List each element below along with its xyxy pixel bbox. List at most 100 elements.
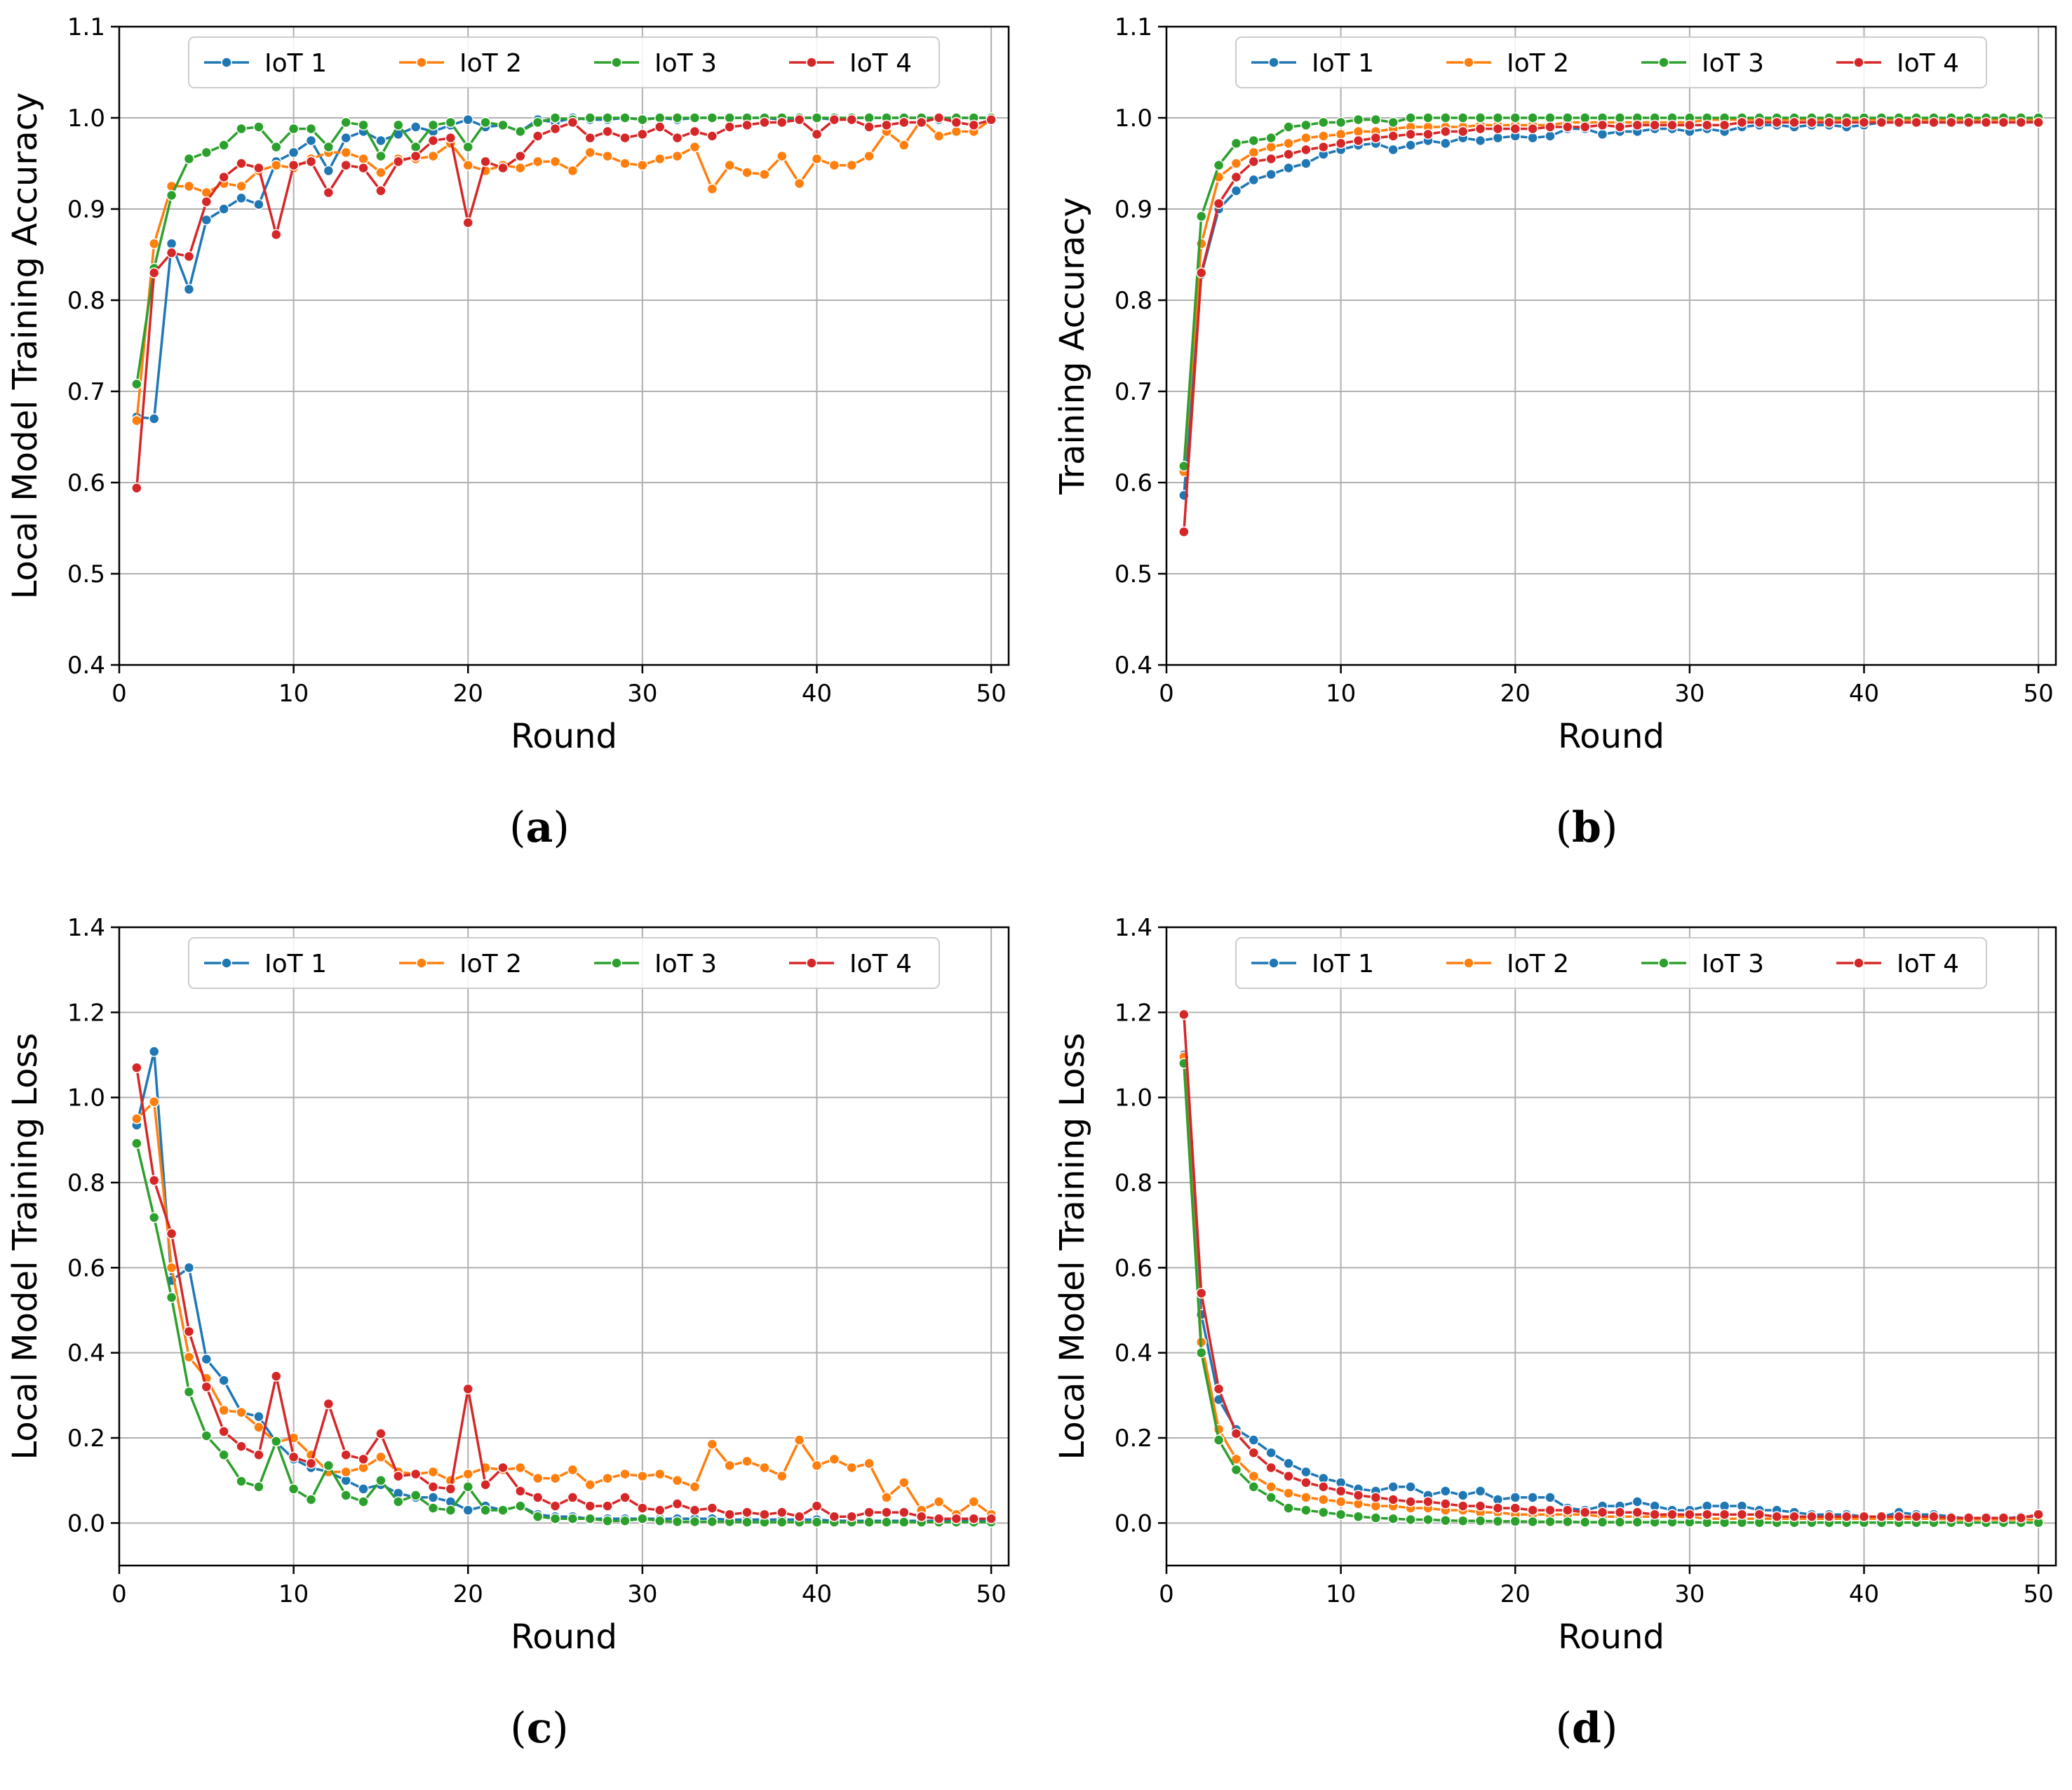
chart-b-series-4-point-17 (1457, 126, 1469, 137)
chart-a-series-3-point-13 (340, 116, 351, 128)
chart-b-series-3-point-11 (1352, 114, 1364, 126)
chart-a-series-3-point-32 (671, 112, 683, 123)
chart-a-series-3-point-29 (619, 112, 631, 123)
chart-b-series-3-point-17 (1457, 112, 1469, 123)
chart-a-series-3-point-21 (480, 116, 491, 128)
chart-a-series-4-point-17 (410, 150, 422, 162)
chart-d-series-1-point-16 (1440, 1486, 1451, 1497)
chart-d-series-2-point-7 (1283, 1488, 1294, 1499)
chart-a-series-2-point-31 (654, 153, 666, 165)
chart-a-series-4-point-33 (689, 126, 701, 137)
chart-b-series-4-point-45 (1946, 116, 1957, 128)
chart-d-series-3-point-23 (1562, 1516, 1573, 1528)
chart-b-series-3-point-8 (1300, 119, 1312, 131)
chart-a-series-4-point-21 (480, 156, 491, 168)
chart-d-ytick-label-7: 1.4 (1115, 914, 1152, 942)
chart-d-series-4-point-50 (2033, 1509, 2044, 1520)
chart-b-series-4-point-40 (1858, 116, 1870, 128)
chart-b-series-3-point-20 (1509, 112, 1521, 123)
chart-b-series-4-point-26 (1614, 121, 1626, 133)
chart-d-series-4-point-31 (1701, 1509, 1713, 1520)
chart-c-xtick-label-2: 20 (453, 1580, 483, 1608)
chart-a-series-2-point-32 (671, 150, 683, 162)
chart-d-xtick-label-3: 30 (1674, 1580, 1704, 1608)
chart-d-ytick-label-6: 1.2 (1115, 999, 1152, 1027)
chart-a-series-2-point-26 (567, 165, 579, 177)
chart-d-series-4-point-16 (1440, 1498, 1451, 1509)
chart-d-series-3-point-17 (1457, 1515, 1469, 1527)
chart-d-series-4-point-18 (1474, 1500, 1486, 1512)
chart-a-series-4-point-8 (253, 162, 264, 174)
chart-c-legend-label-4: IoT 4 (849, 950, 912, 978)
chart-c-series-2-point-45 (899, 1476, 910, 1488)
chart-b-ytick-label-0: 0.4 (1115, 652, 1152, 680)
chart-c-series-1-point-5 (201, 1354, 213, 1365)
chart-c-series-3-point-44 (881, 1516, 892, 1528)
chart-c-series-4-point-27 (584, 1500, 596, 1512)
chart-b-series-2-point-8 (1300, 132, 1312, 144)
chart-d-series-4-point-11 (1352, 1490, 1364, 1501)
chart-d-series-4-point-38 (1824, 1511, 1835, 1522)
chart-a-series-3-point-10 (288, 123, 300, 135)
chart-a-ytick-label-4: 0.8 (67, 287, 105, 315)
chart-a-series-4-point-42 (846, 114, 857, 126)
chart-a-series-4-point-15 (375, 185, 386, 196)
chart-a-series-4-point-47 (933, 112, 945, 123)
chart-b-series-1-point-18 (1474, 135, 1486, 147)
chart-c-series-4-point-31 (654, 1505, 666, 1516)
chart-b-series-4-point-7 (1283, 149, 1294, 160)
chart-a-series-3-point-34 (706, 112, 718, 123)
chart-c-xtick-label-5: 50 (976, 1580, 1007, 1608)
chart-b-series-3-point-19 (1492, 112, 1504, 123)
chart-a-caption-open: ( (509, 803, 525, 852)
chart-b-series-3-point-4 (1230, 137, 1242, 149)
chart-d-series-4-point-34 (1754, 1509, 1765, 1520)
chart-c-series-2-point-30 (637, 1470, 648, 1482)
chart-c-caption: (c) (510, 1704, 568, 1753)
chart-b-legend-label-3: IoT 3 (1702, 49, 1764, 78)
chart-c-series-4-point-2 (148, 1175, 160, 1186)
chart-d-series-3-point-25 (1596, 1516, 1608, 1528)
chart-c-series-2-point-39 (793, 1434, 805, 1446)
chart-b-series-2-point-7 (1283, 137, 1294, 149)
chart-b-series-4-point-38 (1824, 116, 1835, 128)
chart-d-series-3-point-22 (1545, 1516, 1556, 1528)
chart-c-series-3-point-21 (480, 1505, 491, 1516)
chart-d-series-4-point-30 (1684, 1509, 1695, 1520)
chart-c-series-4-point-19 (445, 1483, 457, 1495)
chart-b-series-3-point-23 (1562, 112, 1573, 123)
chart-c-series-2-point-28 (602, 1472, 613, 1484)
chart-b-series-4-point-23 (1562, 121, 1573, 133)
chart-d-series-3-point-5 (1248, 1481, 1260, 1493)
chart-c-series-4-point-35 (724, 1509, 735, 1520)
chart-d-series-3-point-6 (1265, 1492, 1277, 1503)
chart-b-series-3-point-15 (1422, 112, 1434, 123)
chart-a-series-4-point-40 (811, 128, 823, 140)
chart-a-series-3-point-24 (532, 116, 544, 128)
chart-c-series-4-point-26 (567, 1492, 579, 1503)
chart-c-series-3-point-4 (183, 1386, 195, 1398)
chart-d-series-3-point-9 (1318, 1507, 1329, 1518)
chart-a-series-3-point-16 (393, 119, 404, 131)
chart-a-legend: IoT 1 IoT 2 IoT 3 IoT 4 (188, 36, 940, 88)
chart-a-series-1-point-15 (375, 135, 386, 147)
chart-a-series-4-point-43 (863, 121, 875, 133)
chart-c-series-3-point-18 (427, 1502, 439, 1514)
chart-d-series-4-point-19 (1492, 1502, 1504, 1514)
chart-c-series-4-point-28 (602, 1500, 613, 1512)
chart-d-series-3-point-3 (1213, 1434, 1225, 1446)
chart-c-series-4-point-22 (497, 1462, 509, 1474)
chart-c-xtick-label-3: 30 (627, 1580, 657, 1608)
chart-a-series-4-point-50 (985, 114, 997, 126)
chart-b-series-4-point-6 (1265, 153, 1277, 165)
chart-a-series-2-point-28 (602, 150, 613, 162)
chart-b-series-3-point-6 (1265, 132, 1277, 144)
chart-a-series-3-point-18 (427, 119, 439, 131)
chart-c-ytick-label-5: 1.0 (67, 1084, 105, 1112)
chart-d-series-2-point-10 (1335, 1496, 1347, 1507)
chart-c-series-3-point-33 (689, 1516, 701, 1528)
chart-b-series-1-point-16 (1440, 137, 1451, 149)
chart-d-plot-frame (1165, 926, 2057, 1567)
chart-b-series-4-point-21 (1527, 123, 1538, 135)
chart-b-legend-label-4: IoT 4 (1897, 49, 1959, 78)
